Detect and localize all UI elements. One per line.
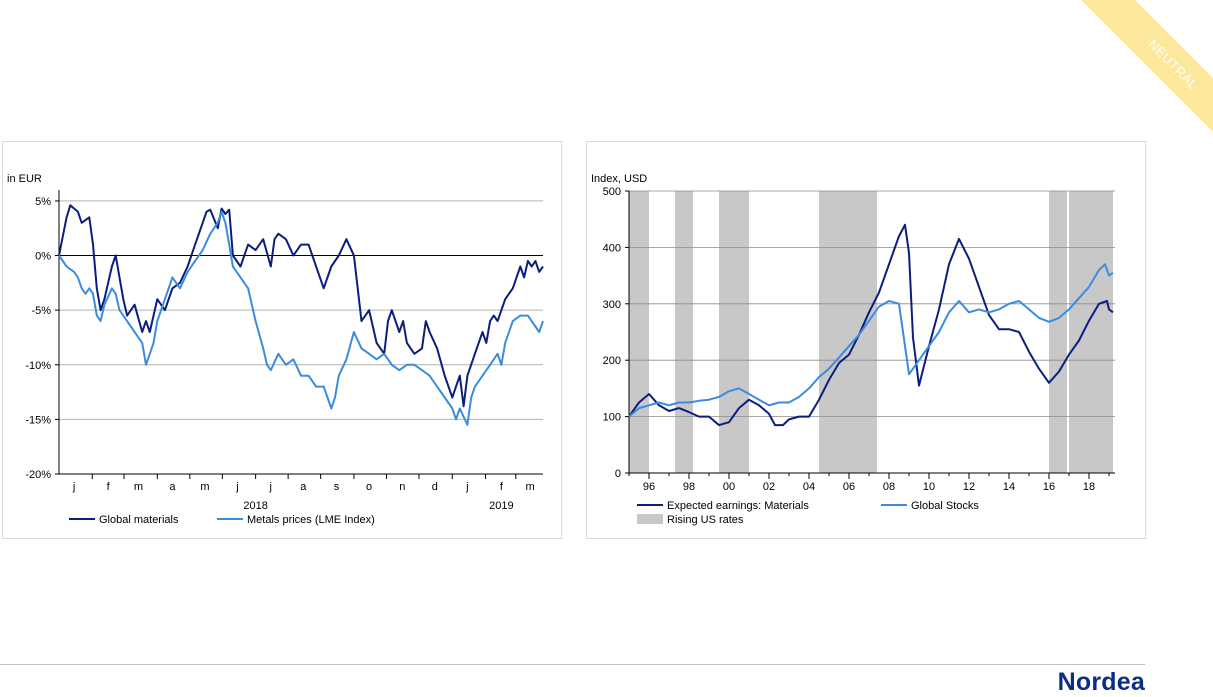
month-label: d bbox=[432, 481, 438, 493]
legend-label: Expected earnings: Materials bbox=[667, 500, 809, 512]
left-chart: in EUR 5% 0% -5% -10% -15% -20% j f m a m j j a s o n d j f m… bbox=[7, 173, 544, 526]
month-label: m bbox=[526, 481, 535, 493]
month-label: s bbox=[334, 481, 340, 493]
month-label: n bbox=[399, 481, 405, 493]
x-tick-label: 02 bbox=[763, 481, 775, 493]
rising-rates-band bbox=[629, 191, 649, 473]
neutral-ribbon: NEUTRAL bbox=[1074, 0, 1213, 140]
y-tick-label: 5% bbox=[35, 196, 51, 208]
month-label: a bbox=[300, 481, 307, 493]
month-label: j bbox=[465, 481, 468, 493]
right-chart-panel: Index, USD 0 100 200 300 400 500 96 98 00 02 04 06 08… bbox=[586, 141, 1146, 539]
month-label: m bbox=[200, 481, 209, 493]
month-label: j bbox=[235, 481, 238, 493]
legend-label: Global materials bbox=[99, 514, 179, 526]
month-label: a bbox=[169, 481, 176, 493]
nordea-logo: Nordea bbox=[1057, 668, 1145, 696]
month-label: f bbox=[107, 481, 111, 493]
rising-rates-band bbox=[675, 191, 693, 473]
x-tick-label: 98 bbox=[683, 481, 695, 493]
series-line-1 bbox=[58, 204, 544, 408]
x-tick-label: 00 bbox=[723, 481, 735, 493]
month-label: f bbox=[500, 481, 504, 493]
x-tick-label: 10 bbox=[923, 481, 935, 493]
y-tick-label: -10% bbox=[25, 360, 51, 372]
rising-rates-band bbox=[1069, 191, 1113, 473]
year-label: 2018 bbox=[243, 500, 267, 512]
y-tick-label: 500 bbox=[603, 186, 621, 198]
rising-rates-band bbox=[819, 191, 877, 473]
y-tick-label: -20% bbox=[25, 469, 51, 481]
x-tick-label: 18 bbox=[1083, 481, 1095, 493]
y-tick-label: -15% bbox=[25, 414, 51, 426]
ribbon-label: NEUTRAL bbox=[1145, 36, 1202, 93]
legend-swatch-shade bbox=[637, 514, 663, 524]
legend-label: Global Stocks bbox=[911, 500, 979, 512]
x-tick-label: 04 bbox=[803, 481, 815, 493]
y-axis-label: in EUR bbox=[7, 173, 42, 185]
legend-label: Metals prices (LME Index) bbox=[247, 514, 375, 526]
year-label: 2019 bbox=[489, 500, 513, 512]
x-tick-label: 12 bbox=[963, 481, 975, 493]
y-tick-label: 100 bbox=[603, 412, 621, 424]
x-tick-label: 96 bbox=[643, 481, 655, 493]
y-axis-label: Index, USD bbox=[591, 173, 647, 185]
series-line-2 bbox=[628, 263, 1114, 418]
x-tick-label: 06 bbox=[843, 481, 855, 493]
y-tick-label: 200 bbox=[603, 355, 621, 367]
y-tick-label: 400 bbox=[603, 242, 621, 254]
month-label: j bbox=[269, 481, 272, 493]
y-tick-label: -5% bbox=[31, 305, 51, 317]
ribbon-corner: NEUTRAL bbox=[1073, 0, 1213, 140]
month-label: j bbox=[72, 481, 75, 493]
rising-rates-band bbox=[1049, 191, 1067, 473]
y-tick-label: 0% bbox=[35, 251, 51, 263]
legend-label: Rising US rates bbox=[667, 514, 744, 526]
series-line-2 bbox=[58, 210, 544, 426]
x-tick-label: 16 bbox=[1043, 481, 1055, 493]
month-label: m bbox=[134, 481, 143, 493]
right-chart: Index, USD 0 100 200 300 400 500 96 98 00 02 04 06 08… bbox=[591, 173, 1115, 526]
y-tick-label: 300 bbox=[603, 299, 621, 311]
rising-rates-band bbox=[719, 191, 749, 473]
y-tick-label: 0 bbox=[615, 468, 621, 480]
x-tick-label: 14 bbox=[1003, 481, 1015, 493]
x-tick-label: 08 bbox=[883, 481, 895, 493]
series-line-1 bbox=[628, 223, 1114, 427]
left-chart-panel: in EUR 5% 0% -5% -10% -15% -20% j f m a m j j a s o n d j f m… bbox=[2, 141, 562, 539]
month-label: o bbox=[366, 481, 372, 493]
footer-divider bbox=[0, 664, 1145, 665]
